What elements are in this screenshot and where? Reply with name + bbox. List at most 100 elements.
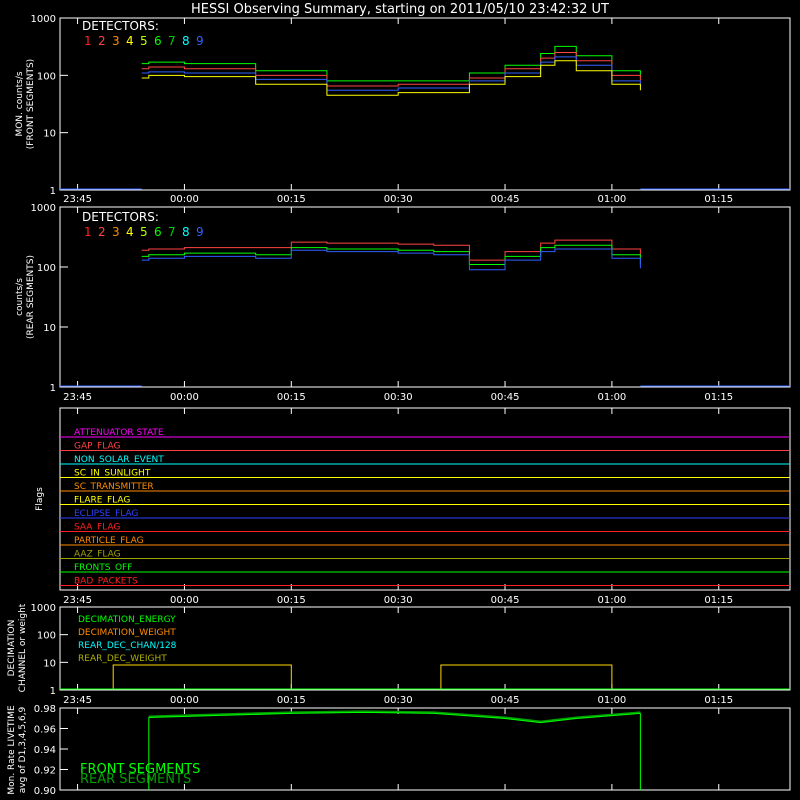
y-tick-label: 100: [37, 71, 56, 82]
x-tick-label: 00:45: [491, 695, 520, 706]
decimation-ylabel-sub: CHANNEL or weight: [18, 603, 28, 692]
decimation-panel-frame: [59, 606, 791, 691]
x-tick-label: 01:00: [597, 194, 626, 205]
x-tick-label: 00:30: [384, 695, 413, 706]
detector-number: 7: [168, 34, 176, 48]
detectors-label-rear: DETECTORS:: [82, 210, 159, 224]
x-tick-label: 00:00: [170, 695, 199, 706]
rear-ylabel-sub: (REAR SEGMENTS): [26, 255, 36, 339]
flag-label: BAD_PACKETS: [74, 577, 138, 587]
front-series-line: [141, 56, 641, 91]
livetime-y-tick-label: 0.90: [34, 786, 56, 797]
rear-panel-frame: [59, 206, 791, 388]
flag-label: SC_TRANSMITTER: [74, 482, 154, 492]
front-ylabel-sub: (FRONT SEGMENTS): [26, 59, 36, 149]
y-tick-label: 10: [43, 323, 56, 334]
detector-number: 3: [112, 34, 120, 48]
x-tick-label: 23:45: [63, 695, 92, 706]
y-tick-label: 10: [43, 129, 56, 140]
decimation-legend-entry: DECIMATION_ENERGY: [78, 615, 176, 625]
front-panel-frame: [59, 17, 791, 191]
flag-label: PARTICLE_FLAG: [74, 536, 144, 546]
x-tick-label: 00:00: [170, 595, 199, 606]
x-tick-label: 00:30: [384, 595, 413, 606]
front-series-line: [141, 45, 641, 82]
decimation-ylabel: DECIMATION: [7, 620, 17, 677]
detector-number-rear: 2: [98, 225, 106, 239]
livetime-legend-front: FRONT SEGMENTS: [80, 762, 200, 777]
flag-label: AAZ_FLAG: [74, 550, 121, 560]
x-tick-label: 00:00: [170, 194, 199, 205]
x-tick-label: 00:30: [384, 392, 413, 403]
x-tick-label: 00:45: [491, 194, 520, 205]
y-tick-label: 100: [37, 263, 56, 274]
decimation-step: [440, 664, 613, 689]
x-tick-label: 01:00: [597, 595, 626, 606]
flag-label: SC_IN_SUNLIGHT: [74, 469, 151, 479]
x-tick-label: 00:45: [491, 392, 520, 403]
livetime-y-tick-label: 0.98: [34, 704, 56, 715]
y-tick-label: 1000: [31, 203, 56, 214]
detector-number-rear: 3: [112, 225, 120, 239]
livetime-y-tick-label: 0.96: [34, 725, 56, 736]
flag-label: GAP_FLAG: [74, 442, 120, 452]
y-tick-label: 1000: [31, 14, 56, 25]
front-ylabel: MON. counts/s: [15, 71, 25, 136]
x-tick-label: 00:45: [491, 595, 520, 606]
detector-number-rear: 8: [182, 225, 190, 239]
x-tick-label: 01:15: [704, 695, 733, 706]
livetime-series-line: [148, 711, 641, 724]
decimation-step: [112, 664, 292, 689]
flags-panel-frame: [59, 407, 791, 591]
detector-number-rear: 5: [140, 225, 148, 239]
flag-label: FLARE_FLAG: [74, 496, 130, 506]
detector-number-rear: 9: [196, 225, 204, 239]
detector-number: 9: [196, 34, 204, 48]
figure-title: HESSI Observing Summary, starting on 201…: [191, 2, 609, 17]
x-tick-label: 00:15: [277, 194, 306, 205]
x-tick-label: 00:15: [277, 392, 306, 403]
livetime-legend-rear: REAR SEGMENTS: [80, 772, 191, 787]
x-tick-label: 23:45: [63, 392, 92, 403]
livetime-y-tick-label: 0.94: [34, 745, 56, 756]
x-tick-label: 23:45: [63, 595, 92, 606]
detector-number: 2: [98, 34, 106, 48]
detector-number-rear: 1: [84, 225, 92, 239]
decimation-legend-entry: REAR_DEC_WEIGHT: [78, 654, 167, 664]
x-tick-label: 00:15: [277, 595, 306, 606]
x-tick-label: 00:15: [277, 695, 306, 706]
y-tick-label: 1: [50, 186, 56, 197]
rear-ylabel: counts/s: [15, 278, 25, 316]
detectors-label: DETECTORS:: [82, 19, 159, 33]
livetime-y-tick-label: 0.92: [34, 766, 56, 777]
x-tick-label: 23:45: [63, 194, 92, 205]
y-tick-label: 1: [50, 686, 56, 697]
x-tick-label: 01:15: [704, 595, 733, 606]
x-tick-label: 00:30: [384, 194, 413, 205]
decimation-legend-entry: DECIMATION_WEIGHT: [78, 628, 176, 638]
y-tick-label: 10: [43, 658, 56, 669]
flag-label: FRONTS_OFF: [74, 563, 132, 573]
decimation-legend-entry: REAR_DEC_CHAN/128: [78, 641, 177, 651]
x-tick-label: 01:00: [597, 392, 626, 403]
x-tick-label: 01:15: [704, 194, 733, 205]
livetime-ylabel-sub: avg of D1,3,4,5,6,9: [18, 706, 28, 793]
rear-series-line: [141, 244, 641, 266]
flags-ylabel: Flags: [35, 487, 45, 511]
livetime-ylabel: Mon. Rate LIVETIME: [7, 705, 17, 795]
detector-number-rear: 6: [154, 225, 162, 239]
livetime-series-line: [148, 710, 641, 723]
y-tick-label: 100: [37, 631, 56, 642]
flag-label: SAA_FLAG: [74, 523, 120, 533]
x-tick-label: 00:00: [170, 392, 199, 403]
rear-series-line: [141, 239, 641, 261]
rear-series-line: [141, 248, 641, 271]
flag-label: ATTENUATOR STATE: [74, 428, 164, 438]
detector-number: 6: [154, 34, 162, 48]
flag-label: ECLIPSE_FLAG: [74, 509, 138, 519]
detector-number-rear: 4: [126, 225, 134, 239]
front-series-line: [141, 60, 641, 96]
detector-number-rear: 7: [168, 225, 176, 239]
